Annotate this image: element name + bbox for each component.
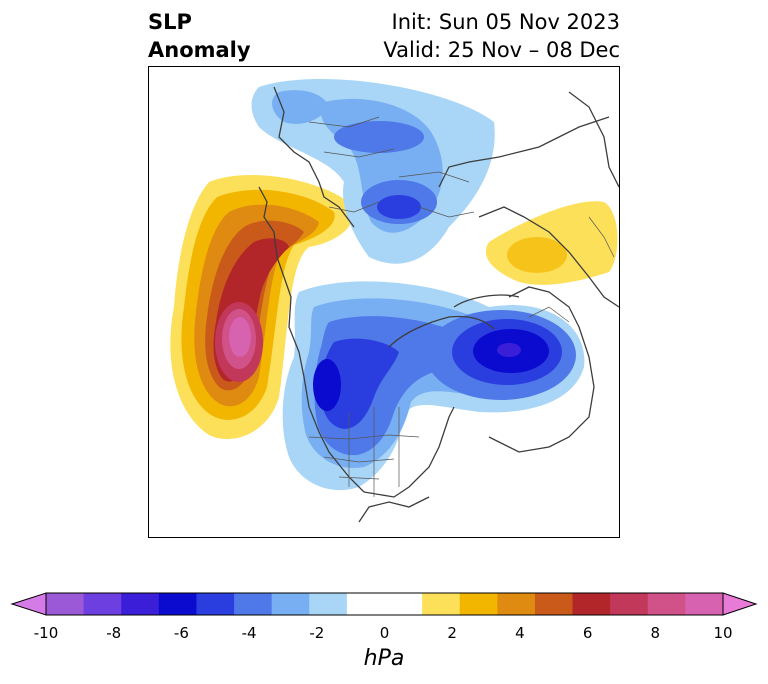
colorbar-tick-label: -4 (241, 624, 257, 642)
colorbar-cell (196, 593, 235, 615)
colorbar-cell (121, 593, 160, 615)
title-variable: SLP (148, 10, 192, 34)
coastlines (258, 86, 619, 523)
colorbar-min-extension (10, 592, 47, 616)
colorbar-cell (46, 593, 85, 615)
colorbar-cell (384, 593, 423, 615)
colorbar-cell (83, 593, 122, 615)
colorbar-outline (45, 592, 724, 616)
colorbar-cell (309, 593, 348, 615)
title-field: Anomaly (148, 38, 251, 62)
negative-anomaly-arctic (251, 79, 495, 264)
positive-anomaly-siberia (485, 201, 618, 285)
colorbar-tick-label: 10 (713, 624, 733, 642)
colorbar-tick-label: -2 (309, 624, 325, 642)
colorbar-tick-label: 0 (379, 624, 390, 642)
valid-range: Valid: 25 Nov – 08 Dec (383, 38, 620, 62)
colorbar-cell (234, 593, 273, 615)
init-date: Init: Sun 05 Nov 2023 (391, 10, 620, 34)
colorbar-cell (158, 593, 197, 615)
colorbar-cell (647, 593, 686, 615)
colorbar-tick-label: -10 (33, 624, 59, 642)
colorbar (10, 592, 758, 616)
colorbar-max-extension (722, 592, 758, 616)
colorbar-cell (610, 593, 649, 615)
positive-anomaly-pacific (170, 174, 354, 440)
colorbar-cell (271, 593, 310, 615)
map-panel (148, 66, 620, 538)
colorbar-cell (422, 593, 461, 615)
title-right: Init: Sun 05 Nov 2023 Valid: 25 Nov – 08… (383, 8, 620, 64)
colorbar-cell (497, 593, 536, 615)
colorbar-tick-label: -6 (173, 624, 189, 642)
colorbar-tick-label: 2 (447, 624, 457, 642)
colorbar-tick-label: 4 (515, 624, 525, 642)
colorbar-cell (572, 593, 611, 615)
colorbar-tick-label: 8 (650, 624, 661, 642)
colorbar-cell (459, 593, 498, 615)
colorbar-tick-label: -8 (106, 624, 122, 642)
political-borders (308, 116, 615, 497)
title-left: SLP Anomaly (148, 8, 251, 64)
negative-anomaly-america (282, 281, 585, 491)
colorbar-tick-label: 6 (582, 624, 593, 642)
colorbar-cell (534, 593, 574, 615)
colorbar-unit: hPa (363, 646, 405, 671)
anomaly-map (170, 79, 619, 523)
colorbar-cell (346, 593, 385, 615)
colorbar-cell (685, 593, 724, 615)
